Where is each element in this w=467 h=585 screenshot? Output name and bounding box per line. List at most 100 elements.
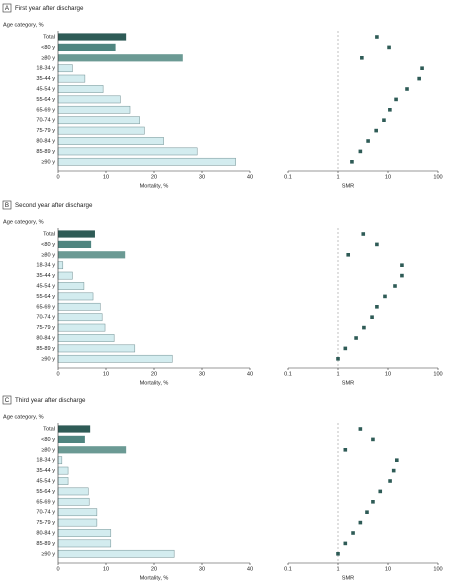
bar [57,271,73,280]
bar [58,425,91,433]
smr-marker [371,500,375,504]
smr-marker [361,232,366,236]
category-label: 55-64 y [36,97,55,103]
category-label: 65-69 y [36,499,55,505]
smr-marker [388,108,392,112]
bar [57,157,236,166]
smr-marker [358,520,363,525]
bar [57,549,175,558]
category-label: ≥90 y [41,159,55,165]
bar [57,302,101,311]
smr-marker [393,284,397,288]
bar [57,456,63,465]
panel-label-box [2,395,12,405]
x-tick-label: 10 [103,566,109,572]
category-label: 75-79 y [36,520,55,526]
category-label: <80 y [41,242,55,248]
bar [57,64,73,73]
x-tick-label: 1 [336,371,339,377]
smr-marker [394,97,398,102]
smr-marker [378,489,383,494]
bar [57,334,115,342]
category-label: ≥80 y [41,55,55,61]
x-tick-label: 0.1 [284,566,292,572]
category-label: Total [43,231,55,237]
smr-marker [346,253,351,257]
smr-marker [343,346,348,351]
categories-label: Age category, % [3,22,44,28]
category-label: 70-74 y [36,118,55,124]
bar [57,95,121,104]
category-label: ≥80 y [41,447,55,453]
bar [58,240,92,248]
category-label: <80 y [41,437,55,443]
category-label: 18-34 y [36,263,55,269]
panel-title: First year after discharge [15,5,84,12]
panel-label-box [2,200,12,210]
x-axis-label: Mortality, % [140,575,169,581]
bar [57,477,69,485]
category-label: 75-79 y [36,128,55,134]
x-tick-label: 0 [56,174,59,180]
x-axis-label: Mortality, % [140,183,169,189]
x-tick-label: 20 [151,371,157,377]
x-tick-label: 20 [151,566,157,572]
bar [57,466,69,475]
category-label: 80-84 y [36,138,55,144]
category-label: ≥80 y [41,252,55,258]
smr-marker [365,510,369,514]
category-label: 80-84 y [36,335,55,341]
x-tick-label: 10 [103,174,109,180]
bar [57,261,64,270]
x-tick-label: 0 [56,371,59,377]
smr-marker [417,76,421,81]
x-tick-label: 100 [433,174,442,180]
smr-marker [366,139,370,143]
smr-marker [387,45,391,50]
smr-marker [336,357,340,361]
smr-marker [420,66,424,70]
smr-marker [362,325,366,330]
category-label: 70-74 y [36,510,55,516]
smr-marker [405,87,409,91]
category-label: ≥90 y [41,356,55,362]
smr-marker [383,294,387,299]
bar [57,518,98,527]
smr-marker [395,458,399,462]
smr-marker [354,336,358,340]
bar [58,33,127,41]
x-tick-label: 30 [199,174,205,180]
smr-marker [370,315,374,319]
smr-marker [382,118,386,122]
x-axis-label: SMR [342,575,354,581]
x-tick-label: 1 [336,174,339,180]
x-tick-label: 10 [385,174,391,180]
bar [57,137,164,145]
category-label: 45-54 y [36,478,55,484]
category-label: 35-44 y [36,76,55,82]
x-tick-label: 40 [247,566,253,572]
category-label: 45-54 y [36,86,55,92]
panel-label-box [2,3,12,13]
category-label: 55-64 y [36,294,55,300]
x-tick-label: 0.1 [284,371,292,377]
x-tick-label: 100 [433,371,442,377]
category-label: ≥90 y [41,551,55,557]
category-label: 70-74 y [36,315,55,321]
smr-marker [351,531,355,535]
smr-marker [388,479,392,483]
x-tick-label: 0.1 [284,174,292,180]
panel-title: Second year after discharge [15,202,93,209]
x-tick-label: 10 [385,371,391,377]
panel-label: C [5,397,10,404]
smr-marker [358,427,363,431]
bar [57,292,94,301]
bar [57,147,198,156]
smr-marker [400,263,404,267]
bar [58,435,85,443]
category-label: 55-64 y [36,489,55,495]
bar [57,539,112,548]
category-label: 75-79 y [36,325,55,331]
bar [57,85,104,93]
category-label: 85-89 y [36,149,55,155]
